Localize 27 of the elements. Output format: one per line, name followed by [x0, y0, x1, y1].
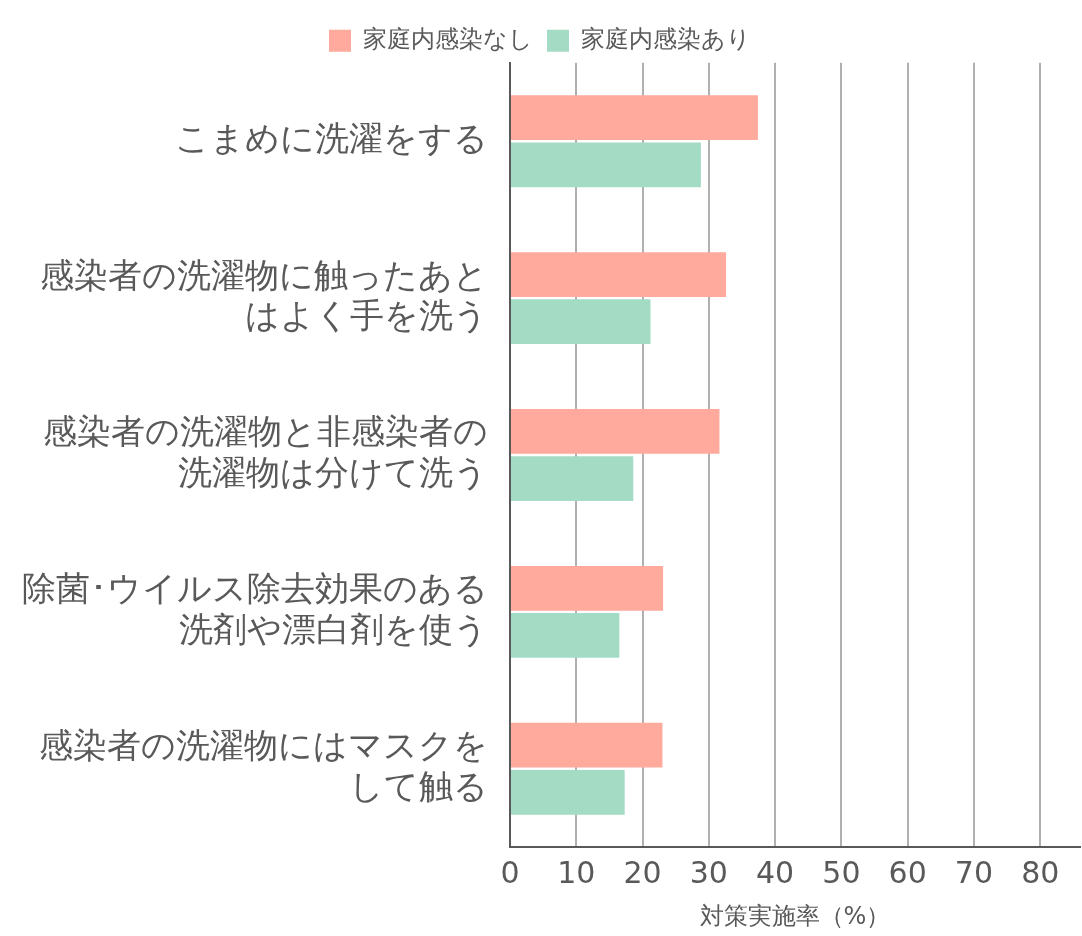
- x-tick-label: 30: [689, 855, 728, 890]
- y-tick-label: こまめに洗濯をする: [175, 118, 488, 159]
- x-tick-label: 40: [756, 855, 795, 890]
- bar: [511, 456, 634, 501]
- legend-label: 家庭内感染あり: [581, 25, 751, 54]
- bar: [511, 142, 701, 188]
- bar: [511, 565, 664, 611]
- y-tick-label: 感染者の洗濯物にはマスクをして触る: [39, 725, 488, 806]
- bar: [511, 722, 663, 768]
- bar: [511, 252, 727, 297]
- y-tick-label: 除菌･ウイルス除去効果のある洗剤や漂白剤を使う: [22, 568, 488, 650]
- y-tick-label: 感染者の洗濯物と非感染者の洗濯物は分けて洗う: [43, 411, 488, 493]
- x-tick-label: 80: [1021, 855, 1060, 890]
- bar: [511, 299, 651, 345]
- bar: [511, 769, 625, 815]
- x-tick-label: 0: [500, 855, 520, 890]
- x-tick-label: 20: [623, 855, 662, 890]
- x-tick-label: 60: [888, 855, 927, 890]
- x-tick-label: 70: [954, 855, 994, 890]
- x-tick-label: 50: [822, 855, 861, 890]
- y-tick-label: 感染者の洗濯物に触ったあとはよく手を洗う: [40, 254, 488, 336]
- bar: [511, 409, 720, 454]
- x-axis-title: 対策実施率（%）: [699, 901, 891, 930]
- x-tick-label: 10: [557, 855, 596, 890]
- legend-label: 家庭内感染なし: [363, 25, 533, 54]
- bar: [511, 613, 620, 658]
- bar: [511, 95, 758, 141]
